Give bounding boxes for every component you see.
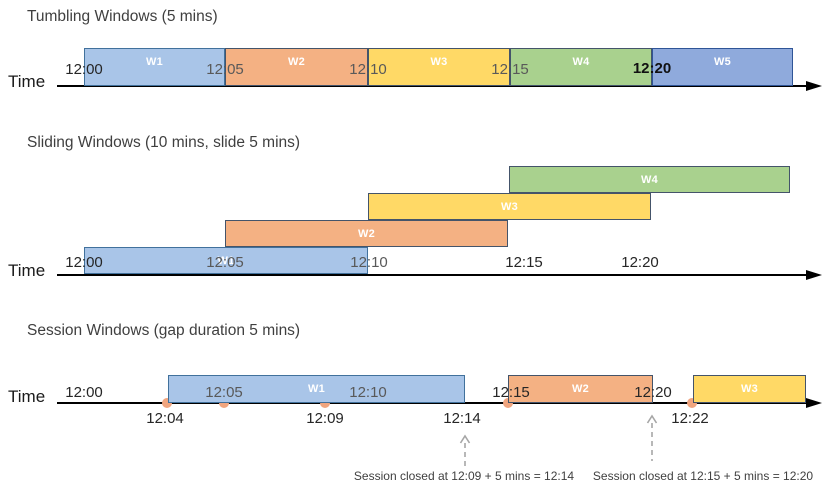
sliding-tick-1215: 12:15 — [505, 254, 543, 271]
tumbling-time-axis-label: Time — [8, 72, 46, 91]
tumbling-axis-arrowhead-icon — [806, 80, 822, 91]
window-label: W4 — [572, 56, 590, 68]
session-close-arrow-icon-right — [646, 414, 658, 461]
sliding-tick-1220: 12:20 — [621, 254, 659, 271]
sliding-axis-arrowhead-icon — [806, 269, 822, 280]
session-tick-1200: 12:00 — [65, 384, 103, 401]
sliding-tick-1205: 12:05 — [206, 254, 244, 271]
tumbling-window-bar-w2: W2 — [225, 48, 368, 86]
session-title: Session Windows (gap duration 5 mins) — [27, 322, 301, 339]
tumbling-window-bar-w3: W3 — [368, 48, 510, 86]
window-label: W3 — [500, 200, 519, 213]
window-label: W3 — [740, 383, 759, 395]
event-dot-1205 — [219, 398, 229, 408]
event-dot-1222 — [687, 398, 697, 408]
sliding-window-bar-w2: W2 — [225, 220, 508, 247]
window-label: W5 — [713, 56, 732, 68]
session-time-axis — [57, 402, 807, 404]
window-label: W2 — [571, 383, 590, 395]
tumbling-tick-1210: 12:10 — [349, 61, 387, 78]
session-window-bar-w2: W2 — [508, 375, 653, 403]
session-close-arrow-icon-left — [459, 434, 471, 466]
tumbling-tick-1200: 12:00 — [65, 61, 103, 78]
event-dot-1209 — [320, 398, 330, 408]
window-label: W1 — [217, 254, 235, 267]
session-tick-1210: 12:10 — [349, 384, 387, 401]
window-label: W1 — [307, 383, 326, 395]
session-tick-1205: 12:05 — [205, 384, 243, 401]
session-event-label-1214: 12:14 — [443, 410, 481, 427]
session-axis-arrowhead-icon — [806, 397, 822, 408]
window-label: W2 — [357, 227, 376, 240]
tumbling-window-bar-w5: W5 — [652, 48, 793, 86]
session-event-label-1204: 12:04 — [146, 410, 184, 427]
sliding-window-bar-w1: W1 — [84, 247, 368, 274]
sliding-tick-1200: 12:00 — [65, 254, 103, 271]
session-time-axis-label: Time — [8, 387, 46, 406]
tumbling-window-bar-w4: W4 — [510, 48, 652, 86]
tumbling-tick-1220: 12:20 — [632, 60, 672, 77]
tumbling-tick-1215: 12:15 — [491, 61, 529, 78]
session-window-bar-w1: W1 — [168, 375, 465, 403]
window-label: W3 — [430, 56, 448, 68]
tumbling-title: Tumbling Windows (5 mins) — [27, 8, 218, 25]
sliding-title: Sliding Windows (10 mins, slide 5 mins) — [27, 134, 301, 151]
window-label: W2 — [287, 56, 306, 68]
session-event-label-1222: 12:22 — [671, 410, 709, 427]
session-closed-annotation-1: Session closed at 12:09 + 5 mins = 12:14 — [353, 469, 575, 483]
tumbling-window-bar-w1: W1 — [84, 48, 225, 86]
session-closed-annotation-2: Session closed at 12:15 + 5 mins = 12:20 — [592, 469, 814, 483]
sliding-window-bar-w3: W3 — [368, 193, 651, 220]
tumbling-time-axis — [57, 85, 807, 87]
window-label: W1 — [145, 56, 164, 68]
sliding-time-axis — [57, 274, 807, 276]
sliding-tick-1210: 12:10 — [350, 254, 388, 271]
sliding-time-axis-label: Time — [8, 261, 46, 280]
session-window-bar-w3: W3 — [693, 375, 806, 403]
session-tick-1215: 12:15 — [492, 384, 530, 401]
event-dot-1204 — [162, 398, 172, 408]
session-event-label-1209: 12:09 — [306, 410, 344, 427]
window-label: W4 — [640, 173, 659, 186]
event-dot-1215 — [503, 398, 513, 408]
sliding-window-bar-w4: W4 — [509, 166, 790, 193]
session-tick-1220: 12:20 — [634, 384, 672, 401]
tumbling-tick-1205: 12:05 — [206, 61, 244, 78]
